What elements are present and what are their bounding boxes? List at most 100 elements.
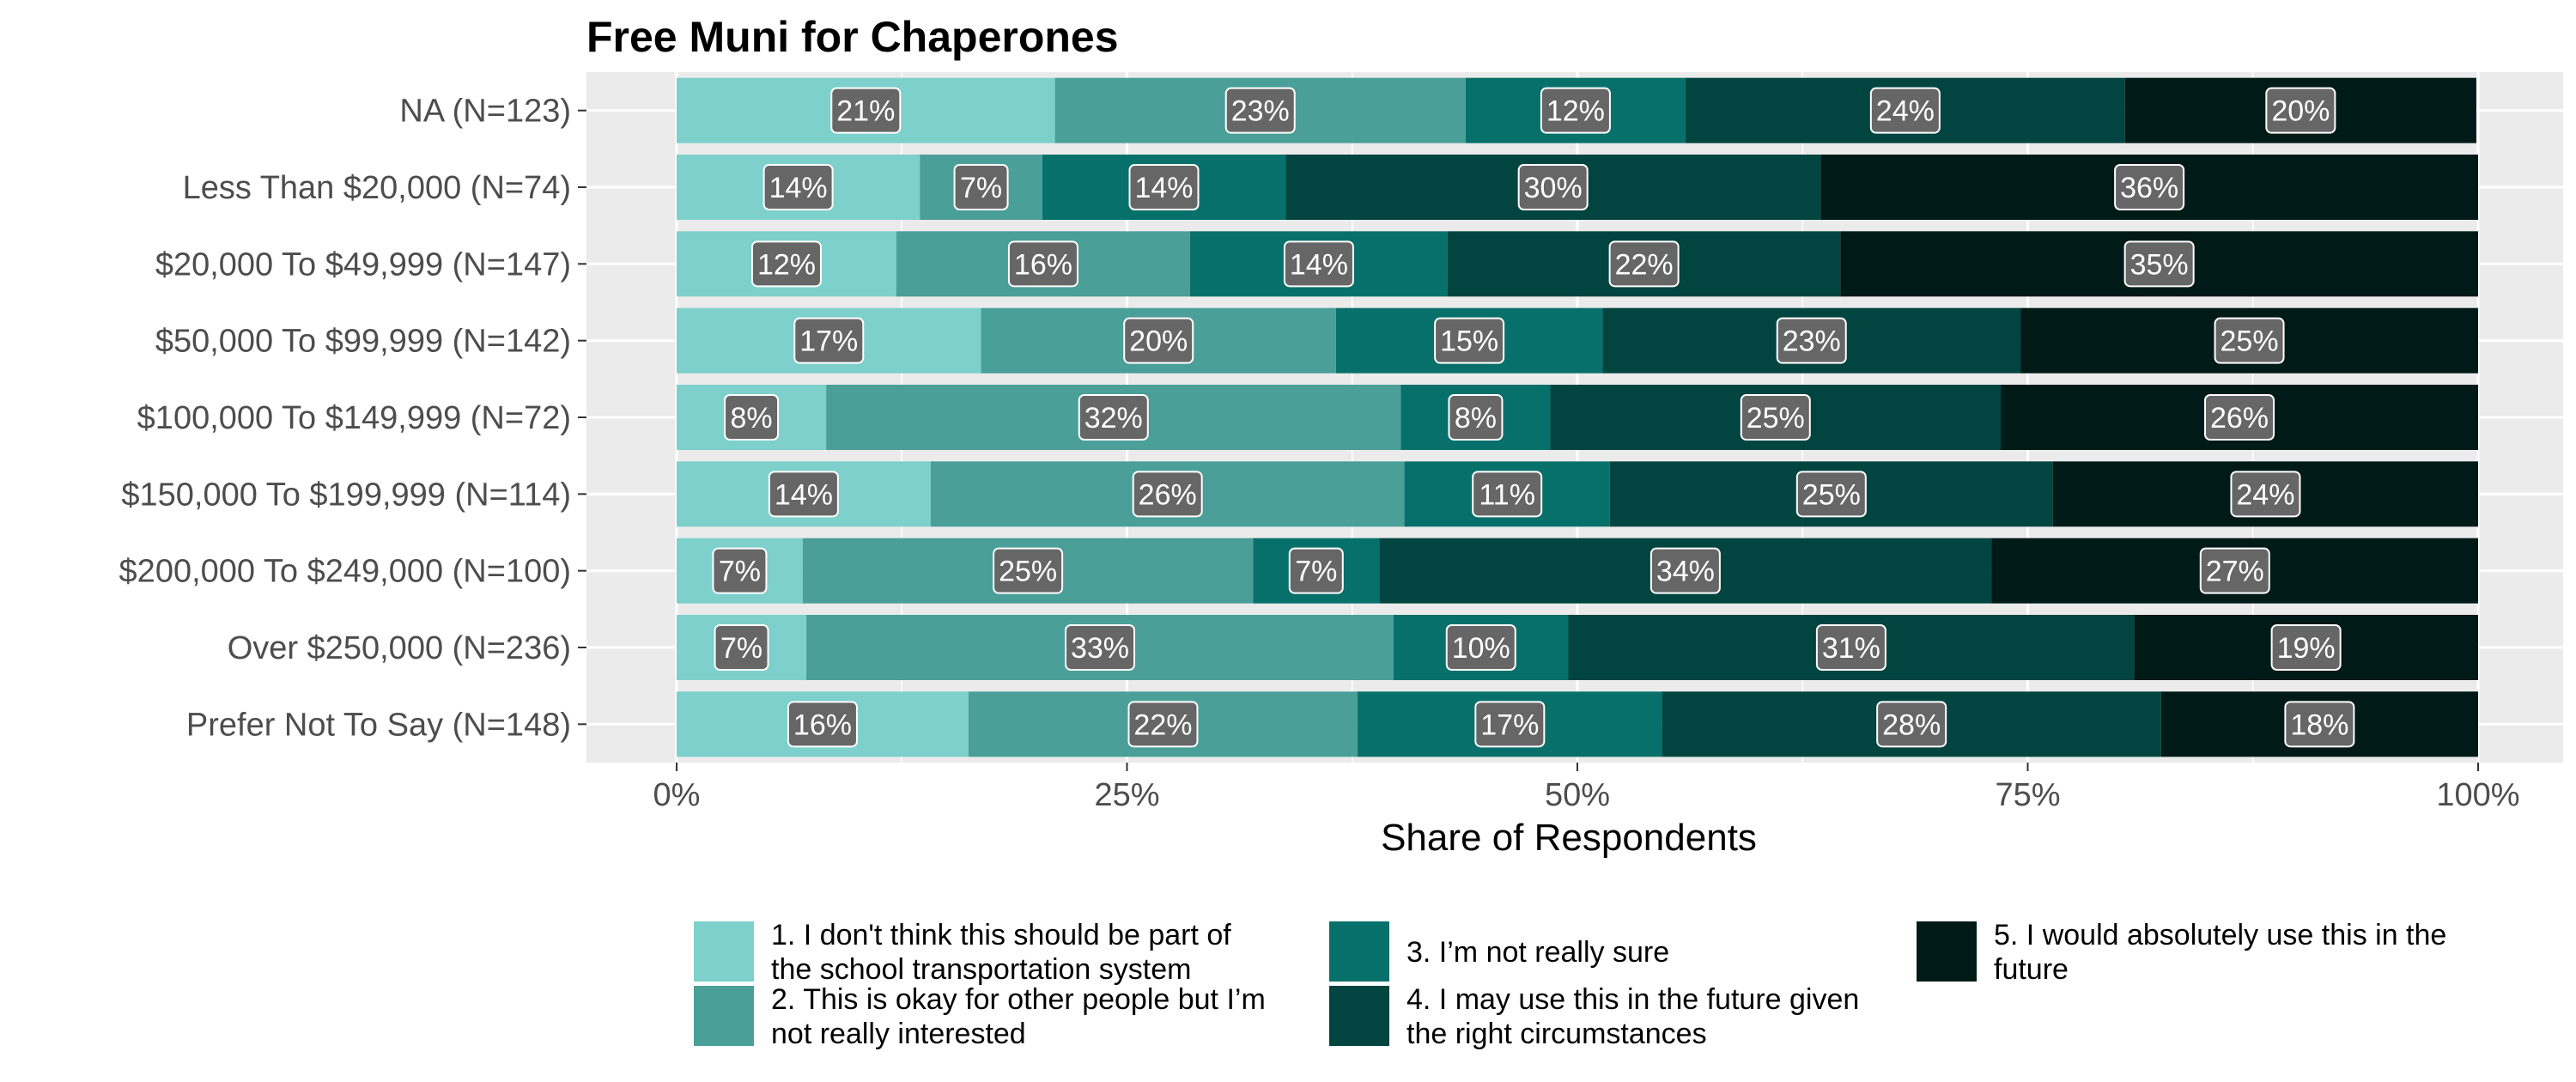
data-label: 24% — [2230, 471, 2301, 518]
data-label: 17% — [1474, 701, 1546, 748]
legend-label: 4. I may use this in the future given the… — [1406, 983, 1859, 1050]
data-label-box — [2204, 394, 2275, 441]
data-label-box — [2284, 701, 2355, 748]
data-label-text: 19% — [2277, 632, 2336, 665]
data-label: 23% — [1224, 87, 1296, 134]
category-label: $20,000 To $49,999 (N=147) — [155, 246, 571, 283]
legend-label: 5. I would absolutely use this in the fut… — [1994, 919, 2446, 986]
data-label-box — [1288, 547, 1344, 594]
data-label-text: 12% — [757, 248, 816, 281]
data-label-box — [1065, 624, 1136, 671]
data-label: 26% — [1132, 471, 1203, 518]
data-label-text: 34% — [1656, 556, 1715, 588]
chart-title: Free Muni for Chaperones — [586, 13, 1119, 61]
data-label-box — [1876, 701, 1947, 748]
data-label-box — [1127, 701, 1199, 748]
data-label-box — [1740, 394, 1811, 441]
data-label: 24% — [1869, 87, 1941, 134]
bars: 21% 23% 12% 24% 20% 14% 7% 14% 30% 36% 12% 16% 14% 22… — [677, 77, 2478, 757]
data-label-text: 27% — [2206, 556, 2264, 588]
data-label-text: 20% — [2271, 95, 2330, 128]
data-label: 15% — [1434, 317, 1505, 364]
legend-key — [694, 986, 754, 1046]
data-label-box — [2199, 547, 2270, 594]
legend-item: 3. I’m not really sure — [1329, 921, 1669, 982]
data-label-box — [2114, 164, 2185, 210]
data-label: 17% — [793, 317, 865, 364]
data-label: 31% — [1815, 624, 1886, 671]
x-tick-label: 0% — [653, 777, 701, 813]
data-label-text: 7% — [719, 556, 761, 588]
data-label-text: 12% — [1546, 95, 1605, 128]
data-label-text: 11% — [1479, 478, 1535, 511]
data-label: 8% — [724, 394, 780, 441]
data-label-box — [1132, 471, 1203, 518]
legend: 1. I don't think this should be part of t… — [694, 919, 2446, 1050]
data-label: 19% — [2270, 624, 2342, 671]
category-axis: NA (N=123) Less Than $20,000 (N=74) $20,00… — [119, 94, 586, 743]
data-label-box — [2214, 317, 2285, 364]
data-label: 33% — [1065, 624, 1136, 671]
data-label: 25% — [1740, 394, 1811, 441]
legend-label: 1. I don't think this should be part of t… — [771, 919, 1231, 986]
data-label: 21% — [830, 87, 902, 134]
data-label: 25% — [1795, 471, 1867, 518]
x-axis-title: Share of Respondents — [1381, 817, 1757, 859]
data-label-box — [750, 240, 822, 288]
legend-key — [694, 921, 754, 982]
data-label: 28% — [1876, 701, 1947, 748]
data-label-box — [762, 164, 834, 210]
data-label: 30% — [1517, 164, 1589, 210]
data-label: 22% — [1608, 240, 1680, 288]
data-label-box — [953, 164, 1009, 210]
data-label-text: 14% — [769, 172, 828, 204]
data-label: 10% — [1445, 624, 1516, 671]
data-label: 26% — [2204, 394, 2275, 441]
legend-key — [1917, 921, 1977, 982]
data-label: 25% — [2214, 317, 2285, 364]
x-tick-label: 50% — [1545, 777, 1610, 813]
data-label-box — [712, 547, 768, 594]
data-label-text: 28% — [1882, 708, 1941, 741]
category-label: Prefer Not To Say (N=148) — [186, 707, 571, 743]
data-label-box — [830, 87, 902, 134]
legend-item: 1. I don't think this should be part of t… — [694, 919, 1231, 986]
data-label-text: 30% — [1524, 172, 1583, 204]
data-label: 7% — [714, 624, 769, 671]
data-label: 16% — [1007, 240, 1078, 288]
data-label: 25% — [993, 547, 1064, 594]
data-label: 11% — [1472, 471, 1543, 518]
data-label-text: 21% — [836, 95, 895, 128]
data-label: 12% — [1540, 87, 1611, 134]
data-label-text: 16% — [793, 708, 852, 741]
category-label: $150,000 To $199,999 (N=114) — [121, 477, 571, 513]
x-tick-label: 75% — [1995, 777, 2060, 813]
data-label-text: 25% — [999, 556, 1057, 588]
data-label: 32% — [1078, 394, 1149, 441]
data-label: 14% — [1128, 164, 1200, 210]
category-label: $50,000 To $99,999 (N=142) — [155, 324, 571, 360]
data-label: 7% — [1288, 547, 1344, 594]
data-label-box — [1283, 240, 1354, 288]
data-label-box — [768, 471, 839, 518]
data-label-text: 25% — [1802, 478, 1861, 511]
data-label-text: 22% — [1615, 248, 1674, 281]
x-tick-label: 25% — [1094, 777, 1159, 813]
data-label: 16% — [787, 701, 858, 748]
data-label-text: 23% — [1783, 325, 1841, 358]
data-label-text: 17% — [1480, 708, 1539, 741]
data-label-text: 22% — [1133, 708, 1192, 741]
data-label-box — [1224, 87, 1296, 134]
data-label: 35% — [2123, 240, 2195, 288]
category-label: Over $250,000 (N=236) — [228, 630, 571, 666]
data-label-box — [1448, 394, 1504, 441]
data-label: 7% — [712, 547, 768, 594]
data-label-box — [714, 624, 769, 671]
x-axis: 0% 25% 50% 75% 100% — [653, 763, 2520, 813]
data-label-text: 25% — [1747, 402, 1805, 435]
data-label: 27% — [2199, 547, 2270, 594]
category-label: $200,000 To $249,000 (N=100) — [119, 554, 571, 590]
data-label-text: 10% — [1452, 632, 1510, 665]
category-label: NA (N=123) — [399, 94, 571, 130]
